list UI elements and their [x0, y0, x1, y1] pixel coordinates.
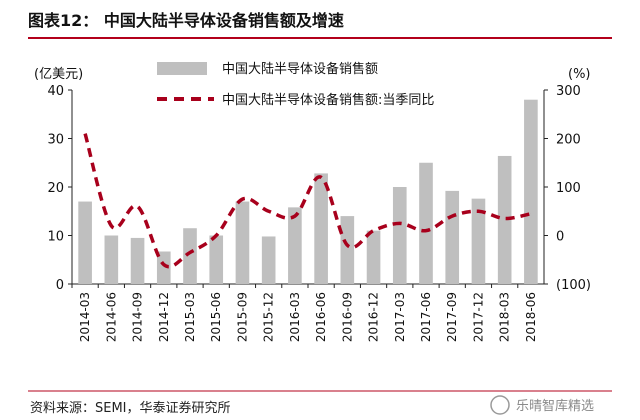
bar: [104, 235, 119, 284]
x-tick-label: 2017-03: [393, 292, 407, 342]
bar-series: [78, 99, 538, 284]
left-tick-label: 0: [56, 278, 64, 293]
bar: [392, 187, 407, 284]
left-axis-unit: (亿美元): [34, 67, 83, 82]
x-tick-label: 2015-09: [235, 292, 249, 342]
left-tick-label: 40: [47, 84, 64, 99]
line-series-group: [83, 133, 532, 269]
watermark-text: 乐晴智库精选: [516, 398, 594, 414]
bar: [78, 201, 92, 284]
left-tick-label: 20: [47, 181, 64, 196]
left-axis-ticks: 0 10 20 30 40: [47, 84, 72, 293]
x-tick-label: 2018-03: [498, 292, 512, 342]
yoy-growth-line: [83, 133, 532, 269]
bar: [235, 201, 250, 284]
wechat-icon: [490, 395, 510, 415]
right-axis-ticks: (100) 0 100 200 300: [544, 84, 591, 293]
watermark: 乐晴智库精选: [490, 395, 594, 415]
right-tick-label: 0: [556, 230, 564, 245]
bar: [419, 162, 433, 284]
right-axis-unit: (%): [568, 67, 591, 82]
bar: [524, 99, 538, 284]
bar: [340, 216, 355, 284]
x-tick-label: 2016-03: [288, 292, 302, 342]
legend-line-label: 中国大陆半导体设备销售额:当季同比: [222, 92, 434, 108]
bar: [445, 190, 460, 284]
bar: [130, 237, 145, 284]
right-tick-label: 100: [556, 181, 581, 196]
x-tick-label: 2017-12: [471, 292, 485, 342]
x-tick-label: 2016-06: [314, 292, 328, 342]
x-tick-label: 2016-09: [340, 292, 354, 342]
legend: 中国大陆半导体设备销售额 中国大陆半导体设备销售额:当季同比: [157, 61, 434, 108]
right-tick-label: 300: [556, 84, 581, 99]
bar: [471, 198, 486, 284]
x-tick-label: 2017-09: [445, 292, 459, 342]
chart-title: 图表12： 中国大陆半导体设备销售额及增速: [28, 11, 344, 30]
bar: [314, 173, 328, 284]
x-tick-label: 2016-12: [367, 292, 381, 342]
right-tick-label: (100): [556, 278, 591, 293]
x-tick-label: 2017-06: [419, 292, 433, 342]
x-tick-label: 2015-06: [209, 292, 223, 342]
legend-bar-swatch: [157, 62, 207, 75]
left-tick-label: 30: [47, 133, 64, 148]
bar: [156, 251, 171, 284]
bar: [497, 155, 512, 284]
x-tick-label: 2014-12: [157, 292, 171, 342]
x-tick-label: 2014-06: [104, 292, 118, 342]
bar: [209, 235, 224, 284]
x-tick-label: 2018-06: [524, 292, 538, 342]
x-tick-label: 2015-12: [262, 292, 276, 342]
legend-bar-label: 中国大陆半导体设备销售额: [222, 61, 378, 77]
left-tick-label: 10: [47, 230, 64, 245]
x-tick-label: 2015-03: [183, 292, 197, 342]
bar: [183, 228, 197, 284]
source-note: 资料来源：SEMI，华泰证券研究所: [30, 400, 231, 416]
bar: [288, 207, 302, 284]
bar: [261, 236, 276, 284]
bar: [366, 230, 381, 284]
right-tick-label: 200: [556, 133, 581, 148]
x-tick-label: 2014-03: [78, 292, 92, 342]
x-tick-label: 2014-09: [131, 292, 145, 342]
x-axis-ticks: 2014-03 2014-06 2014-09 2014-12 2015-03 2015-…: [71, 284, 538, 342]
